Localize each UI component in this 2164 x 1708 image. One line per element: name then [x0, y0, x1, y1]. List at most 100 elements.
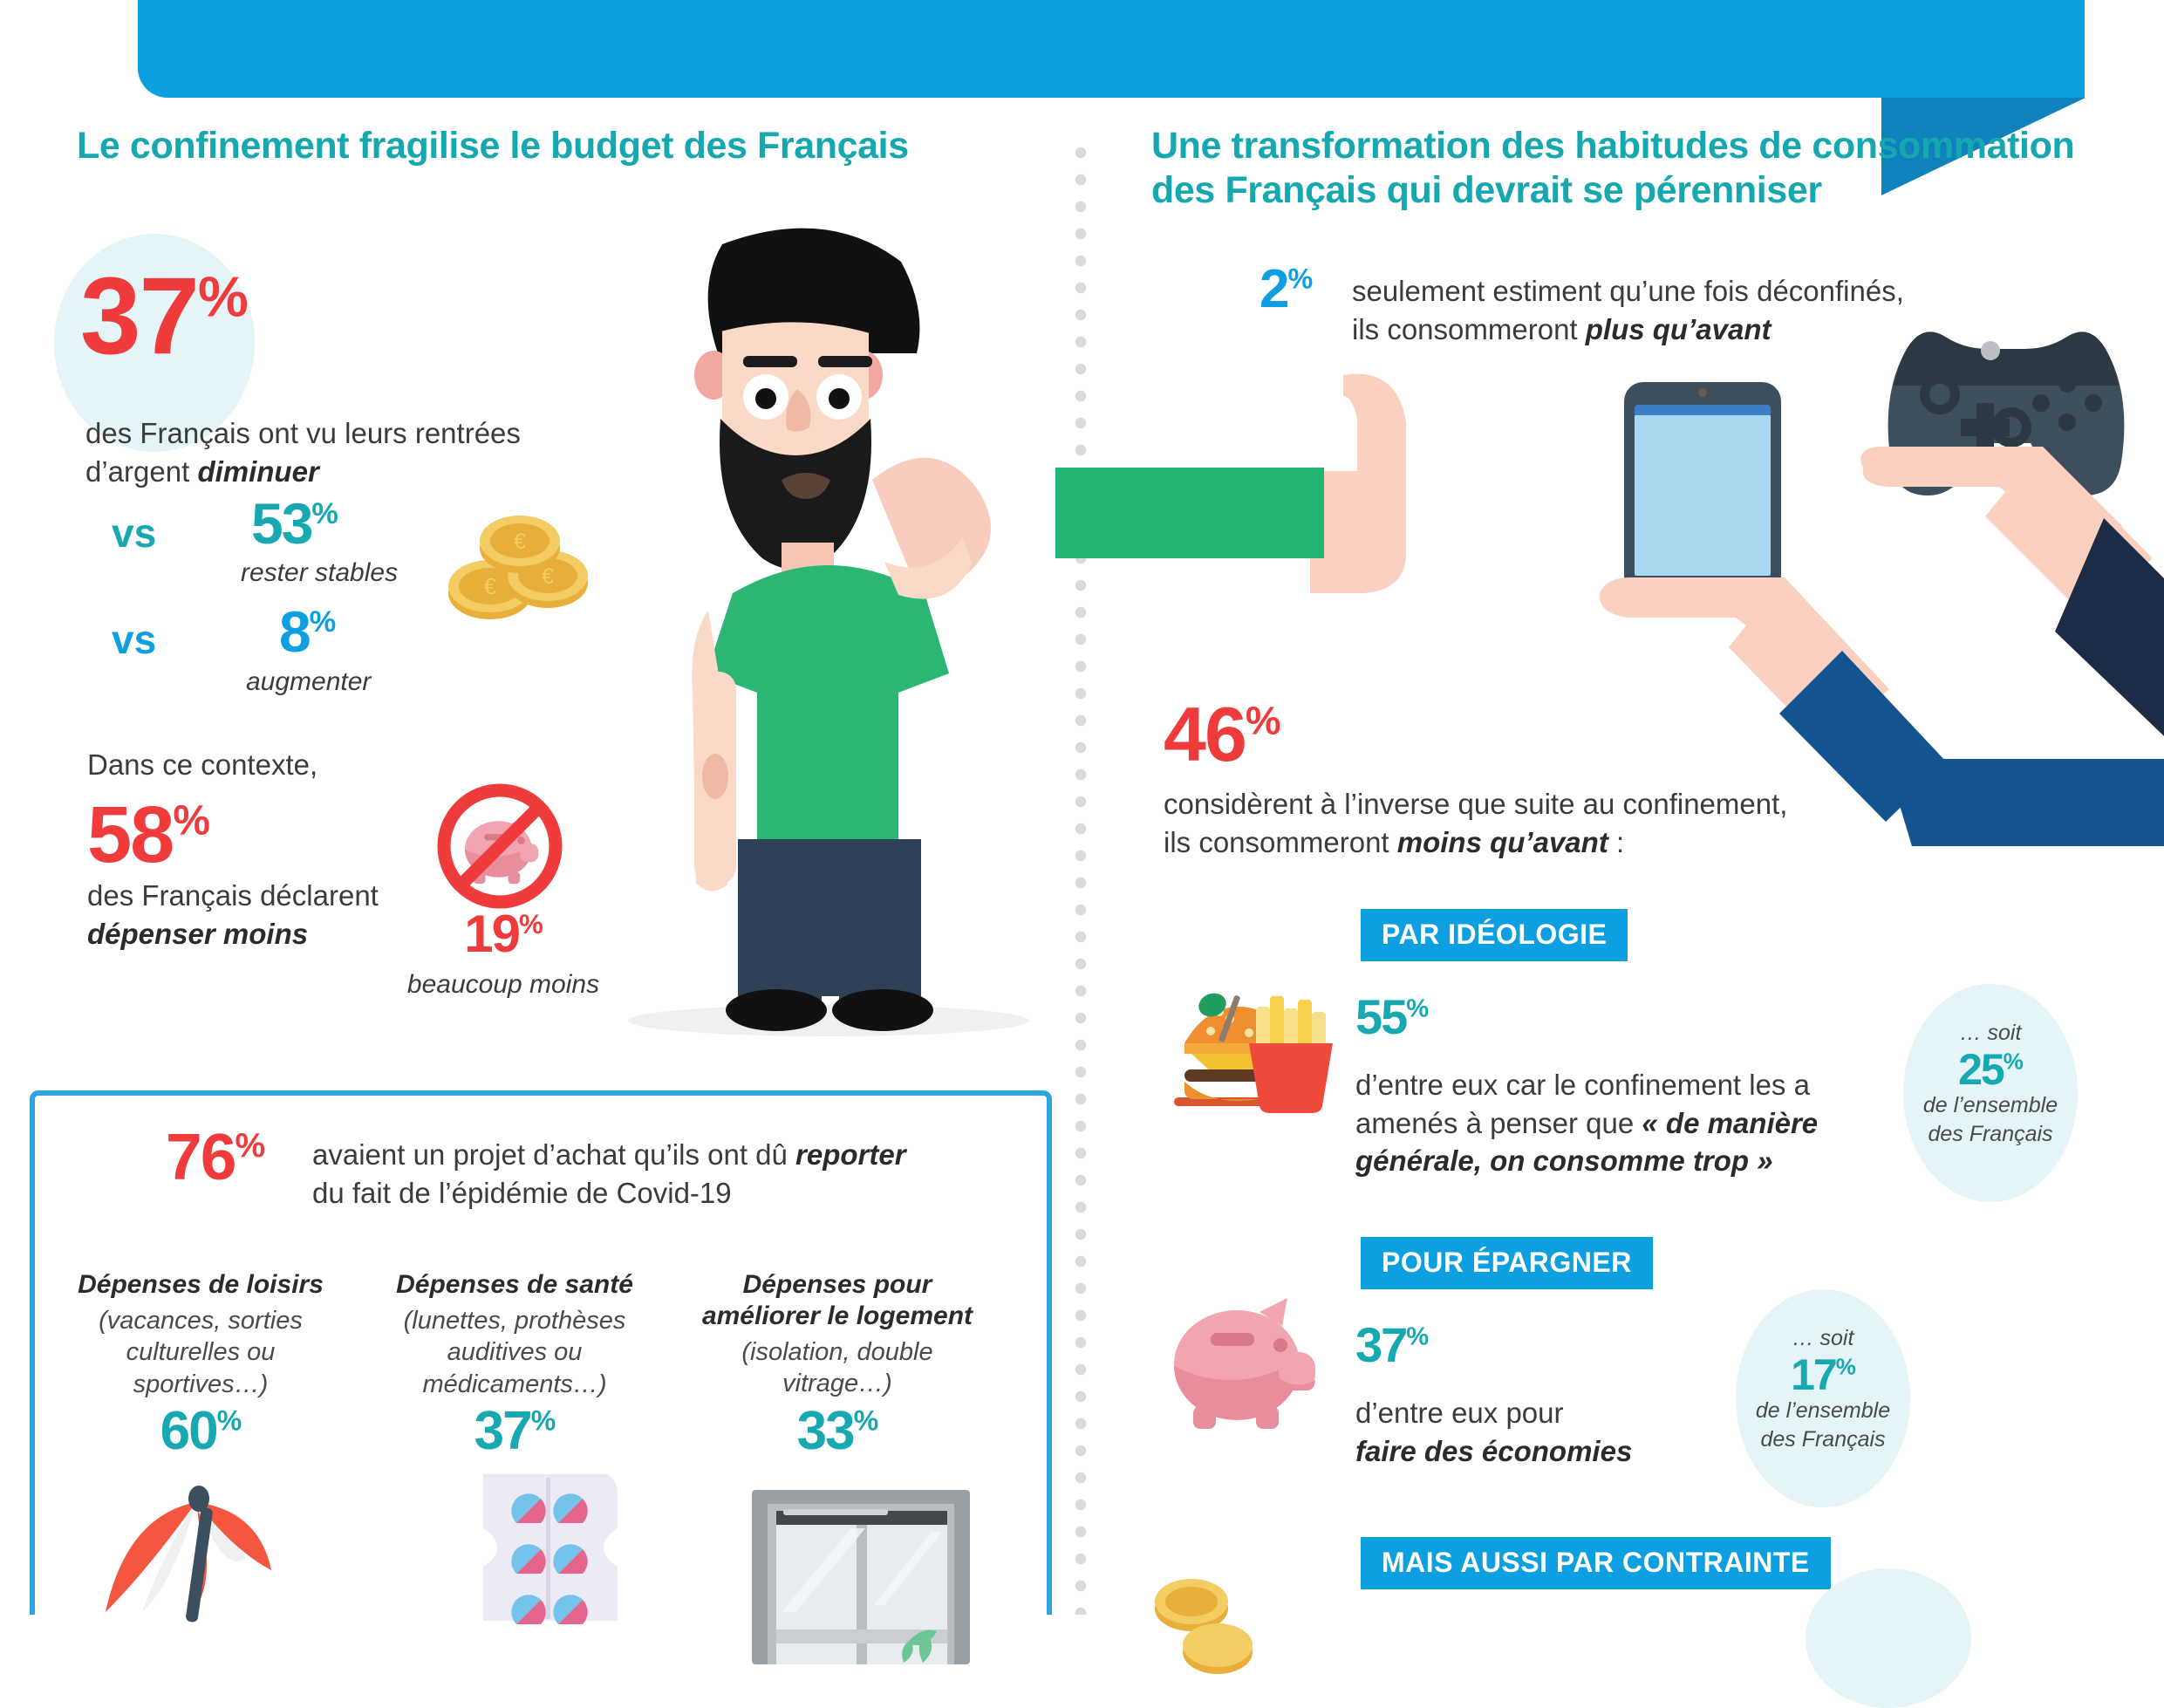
left-column-title: Le confinement fragilise le budget des F…	[77, 125, 909, 167]
stat-37-epargner-description: d’entre eux pour faire des économies	[1355, 1394, 1844, 1470]
stat-2-description: seulement estiment qu’une fois déconfiné…	[1352, 272, 1963, 348]
stat-55-desc-line2-bold: « de manière	[1642, 1106, 1819, 1139]
chip-par-ideologie[interactable]: PAR IDÉOLOGIE	[1361, 909, 1628, 961]
stat-8: 8%	[279, 603, 336, 660]
stat-37-blob	[54, 234, 255, 452]
burger-fries-icon	[1162, 986, 1336, 1125]
stat-76-desc-line1-plain: avaient un projet d’achat qu’ils ont dû	[312, 1138, 796, 1171]
stat-2-percent: %	[1287, 263, 1313, 295]
stat-19: 19%	[447, 908, 560, 960]
stat-37-description: des Français ont vu leurs rentrées d’arg…	[85, 414, 556, 490]
stat-53-percent: %	[311, 497, 338, 530]
stat-46: 46%	[1164, 696, 1281, 773]
stat-37-desc-line2-bold: diminuer	[197, 454, 319, 488]
stat-37-desc-line1: des Français ont vu leurs rentrées	[85, 417, 521, 449]
category-loisirs-sub: (vacances, sorties culturelles ou sporti…	[99, 1307, 303, 1398]
right-title-line2: des Français qui devrait se pérenniser	[1151, 168, 1822, 211]
soit-blob-bottom	[1806, 1568, 1971, 1708]
soit-25-percent: %	[2003, 1047, 2024, 1074]
svg-text:€: €	[542, 564, 554, 589]
category-logement-sub: (isolation, double vitrage…)	[741, 1338, 933, 1398]
stat-76-percent: %	[235, 1127, 265, 1165]
stat-55-percent: %	[1406, 994, 1429, 1023]
soit-17-label: … soit	[1792, 1326, 1854, 1350]
stat-55-description: d’entre eux car le confinement les a ame…	[1355, 1066, 1844, 1180]
right-title-line1: Une transformation des habitudes de cons…	[1151, 125, 2075, 167]
vs-label-1: vs	[112, 510, 157, 556]
soit-17-percent: %	[1835, 1352, 1856, 1379]
soit-17-stat: 17%	[1791, 1352, 1856, 1397]
stat-53: 53%	[251, 495, 338, 552]
category-loisirs: Dépenses de loisirs (vacances, sorties c…	[61, 1269, 340, 1458]
category-logement-percent: %	[853, 1404, 879, 1436]
soit-17-sub-line2: des Français	[1760, 1426, 1886, 1452]
stat-55-value: 55	[1355, 989, 1408, 1044]
stat-76: 76%	[166, 1124, 265, 1190]
stat-46-desc-line2-bold: moins qu’avant	[1396, 825, 1608, 858]
stat-37-epargner: 37%	[1355, 1321, 1429, 1370]
stat-2: 2%	[1259, 263, 1313, 317]
soit-25-stat: 25%	[1958, 1047, 2024, 1091]
svg-text:€: €	[514, 529, 526, 554]
stat-46-description: considèrent à l’inverse que suite au con…	[1164, 785, 1826, 861]
comparison-row-2: vs	[112, 619, 156, 659]
stat-19-value: 19	[464, 905, 521, 963]
stat-46-value: 46	[1164, 691, 1247, 777]
chip-mais-aussi-par-contrainte[interactable]: MAIS AUSSI PAR CONTRAINTE	[1361, 1537, 1831, 1589]
svg-text:€: €	[484, 573, 497, 599]
soit-25-sub-line1: de l’ensemble	[1922, 1093, 2058, 1117]
stat-19-percent: %	[519, 909, 543, 939]
stat-46-desc-line1: considèrent à l’inverse que suite au con…	[1164, 788, 1788, 820]
beach-umbrella-icon	[105, 1465, 305, 1623]
stat-46-desc-line2-plain: ils consommeront	[1164, 825, 1397, 858]
soit-17-blob	[1736, 1289, 1910, 1507]
stat-58-value: 58	[87, 790, 174, 879]
no-savings-icon	[434, 781, 565, 912]
stat-19-caption: beaucoup moins	[406, 970, 600, 999]
coins-stack-icon: € € €	[436, 506, 602, 637]
stat-46-percent: %	[1245, 698, 1281, 743]
soit-25-sub-line2: des Français	[1928, 1121, 2053, 1146]
stat-37-epargner-desc-line1: d’entre eux pour	[1355, 1397, 1564, 1429]
vs-label-2: vs	[112, 617, 157, 662]
stat-2-desc-line1: seulement estiment qu’une fois déconfiné…	[1352, 275, 1904, 307]
stat-37-epargner-desc-line2-bold: faire des économies	[1355, 1434, 1633, 1467]
category-sante-percent: %	[530, 1404, 556, 1437]
category-loisirs-title: Dépenses de loisirs	[78, 1270, 324, 1299]
ribbon-bar	[138, 0, 2085, 98]
stat-58-description: des Français déclarent dépenser moins	[87, 877, 454, 953]
stat-55-desc-line2-plain: amenés à penser que	[1355, 1106, 1642, 1139]
stat-53-value: 53	[251, 491, 313, 556]
category-sante-value: 37	[474, 1400, 533, 1461]
green-sleeve-arm-illustration	[1055, 366, 1544, 593]
category-loisirs-percent: %	[216, 1404, 242, 1437]
chip-pour-epargner[interactable]: POUR ÉPARGNER	[1361, 1237, 1653, 1289]
stat-55-desc-line1: d’entre eux car le confinement les a	[1355, 1069, 1810, 1101]
stat-76-value: 76	[166, 1120, 236, 1193]
stat-58-desc-line2-bold: dépenser moins	[87, 917, 309, 950]
stat-2-desc-line2-bold: plus qu’avant	[1585, 312, 1771, 345]
category-sante-sub: (lunettes, prothèses auditives ou médica…	[403, 1307, 626, 1398]
soit-17-value: 17	[1791, 1349, 1838, 1399]
category-loisirs-stat: 60%	[160, 1404, 242, 1458]
ribbon-fold-triangle	[1881, 98, 2085, 195]
stat-37-epargner-value: 37	[1355, 1317, 1408, 1372]
top-ribbon	[0, 0, 2164, 195]
stat-2-value: 2	[1259, 259, 1290, 319]
left-column: Le confinement fragilise le budget des F…	[0, 0, 1075, 1664]
stat-58-desc-line1: des Français déclarent	[87, 879, 379, 912]
soit-25-blob	[1903, 984, 2078, 1202]
tablet-icon	[1624, 382, 1781, 602]
stat-37-desc-line2-plain: d’argent	[85, 454, 198, 488]
window-icon	[752, 1490, 970, 1664]
soit-25-group: … soit 25% de l’ensemble des Français	[1903, 1019, 2078, 1148]
soit-25-label: … soit	[1959, 1021, 2022, 1045]
stat-37-value: 37	[80, 256, 200, 377]
tablet-and-controller-illustration	[1589, 305, 2164, 846]
soit-17-sub-line1: de l’ensemble	[1755, 1398, 1891, 1423]
stat-8-value: 8	[279, 599, 311, 664]
stat-37-epargner-percent: %	[1406, 1322, 1429, 1351]
soit-25-value: 25	[1958, 1044, 2005, 1094]
stat-58-percent: %	[173, 797, 210, 844]
